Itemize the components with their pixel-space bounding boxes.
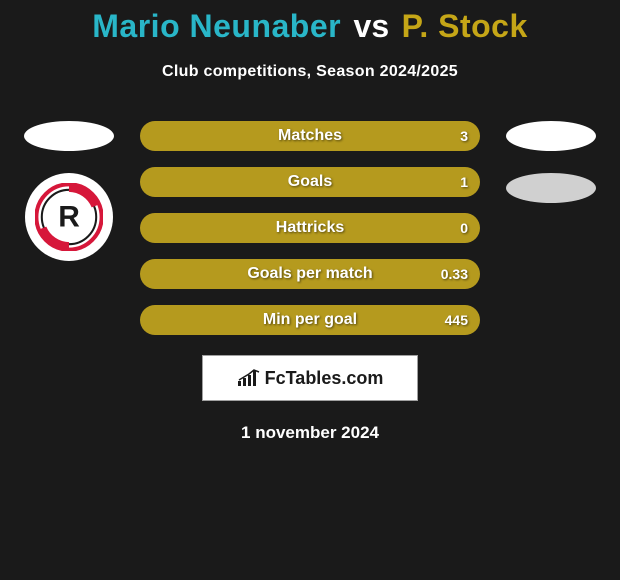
stat-label: Hattricks [276,219,344,237]
player1-avatar-placeholder [24,121,114,151]
player1-column: R [14,121,124,261]
stat-row: Matches 3 [140,121,480,151]
brand-text: FcTables.com [265,368,384,389]
date: 1 november 2024 [0,423,620,443]
stat-label: Matches [278,127,342,145]
comparison-title: Mario Neunaber vs P. Stock [0,0,620,45]
club-badge-icon: R [35,183,103,251]
subtitle: Club competitions, Season 2024/2025 [0,63,620,81]
chart-icon [237,369,261,387]
stat-value-player2: 0.33 [441,266,468,282]
player1-name: Mario Neunaber [92,8,341,44]
vs-separator: vs [354,8,390,44]
stat-value-player2: 3 [460,128,468,144]
stat-row: Goals 1 [140,167,480,197]
player2-club-placeholder [506,173,596,203]
comparison-content: R Matches 3 Goals 1 Hattricks 0 Goals per matc… [0,121,620,335]
stat-value-player2: 0 [460,220,468,236]
stat-label: Min per goal [263,311,357,329]
stat-label: Goals per match [247,265,372,283]
player2-avatar-placeholder [506,121,596,151]
stat-row: Hattricks 0 [140,213,480,243]
stat-bars: Matches 3 Goals 1 Hattricks 0 Goals per match 0… [140,121,480,335]
stat-value-player2: 445 [445,312,468,328]
stat-row: Min per goal 445 [140,305,480,335]
brand-attribution: FcTables.com [202,355,418,401]
stat-row: Goals per match 0.33 [140,259,480,289]
svg-text:R: R [58,201,80,234]
stat-label: Goals [288,173,332,191]
stat-value-player2: 1 [460,174,468,190]
player2-column [496,121,606,203]
player2-name: P. Stock [402,8,528,44]
player1-club-badge: R [25,173,113,261]
